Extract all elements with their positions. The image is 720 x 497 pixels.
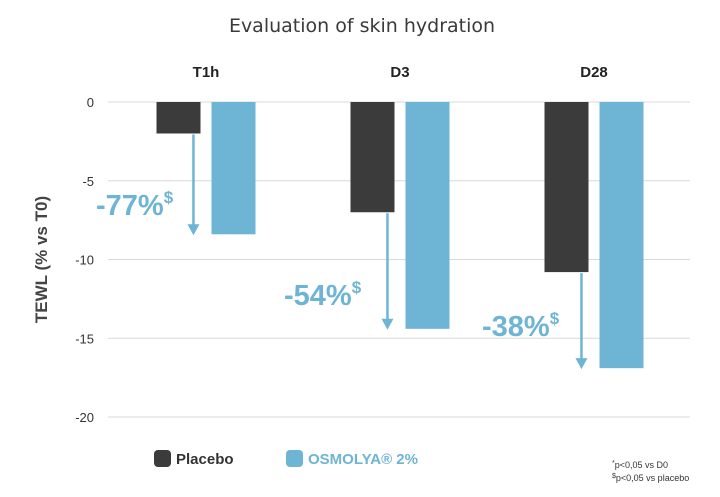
reduction-value: -54%	[284, 280, 352, 312]
bar-placebo-t1h	[156, 102, 201, 134]
arrow-head	[187, 224, 200, 236]
category-labels: T1h D3 D28	[193, 64, 608, 81]
y-axis-ticks: 0 -5 -10 -15 -20	[75, 95, 94, 425]
footnote: $p<0,05 vs placebo	[612, 473, 689, 483]
y-tick-label: -10	[75, 253, 94, 268]
y-tick-label: -15	[75, 331, 94, 346]
arrow-head	[381, 318, 394, 330]
category-label: D28	[580, 64, 608, 81]
y-tick-label: -5	[82, 174, 94, 189]
footnote-mark: *	[612, 460, 615, 467]
footnotes: *p<0,05 vs D0 $p<0,05 vs placebo	[612, 460, 689, 483]
bar-placebo-d3	[350, 102, 395, 213]
legend-label-placebo: Placebo	[176, 451, 234, 468]
reduction-significance-mark: $	[550, 309, 560, 328]
gridlines	[108, 101, 690, 418]
bar-osmolya-d28	[599, 102, 644, 369]
category-label: D3	[390, 64, 409, 81]
legend-swatch-osmolya	[286, 450, 303, 467]
footnote-mark: $	[612, 473, 616, 480]
category-label: T1h	[193, 64, 220, 81]
reduction-value: -77%	[96, 190, 164, 222]
arrow-head	[575, 358, 588, 370]
footnote: *p<0,05 vs D0	[612, 460, 668, 470]
bar-osmolya-d3	[405, 102, 450, 329]
footnote-text: p<0,05 vs D0	[615, 460, 668, 470]
y-tick-label: 0	[87, 95, 94, 110]
reduction-significance-mark: $	[164, 188, 174, 207]
legend: Placebo OSMOLYA® 2%	[154, 450, 418, 468]
reduction-significance-mark: $	[352, 278, 362, 297]
bar-placebo-d28	[544, 102, 589, 273]
bar-osmolya-t1h	[211, 102, 256, 235]
legend-swatch-placebo	[154, 450, 171, 467]
y-tick-label: -20	[75, 410, 94, 425]
reduction-label: -77%$	[96, 188, 174, 222]
reduction-annotations: -77%$-54%$-38%$	[96, 188, 560, 343]
reduction-value: -38%	[482, 311, 550, 343]
reduction-arrows	[187, 134, 588, 370]
reduction-label: -54%$	[284, 278, 362, 312]
bars	[156, 102, 644, 369]
footnote-text: p<0,05 vs placebo	[616, 473, 689, 483]
y-axis-label: TEWL (% vs T0)	[32, 196, 51, 323]
chart-title: Evaluation of skin hydration	[229, 15, 495, 37]
reduction-label: -38%$	[482, 309, 560, 343]
legend-label-osmolya: OSMOLYA® 2%	[308, 451, 418, 468]
